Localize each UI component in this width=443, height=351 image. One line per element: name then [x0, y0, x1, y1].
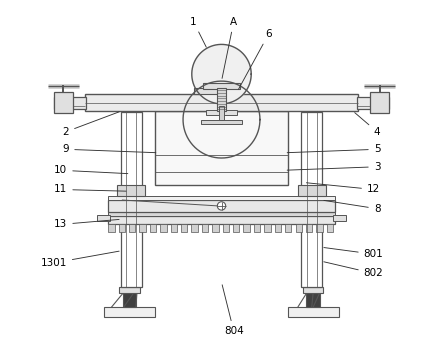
Bar [171, 224, 177, 232]
Bar [191, 224, 198, 232]
Bar [201, 120, 242, 124]
Bar [123, 293, 136, 307]
Bar [233, 224, 239, 232]
Text: 8: 8 [324, 200, 381, 214]
Bar [54, 97, 86, 109]
Text: 2: 2 [62, 112, 119, 137]
Bar [203, 83, 240, 89]
Bar [160, 224, 167, 232]
Bar [295, 224, 302, 232]
Bar [97, 215, 109, 221]
Bar [119, 224, 125, 232]
Bar [244, 224, 250, 232]
Bar [105, 307, 155, 317]
Bar [334, 215, 346, 221]
Bar [357, 97, 389, 109]
Text: 9: 9 [62, 144, 156, 154]
Bar [285, 224, 291, 232]
Bar [117, 185, 144, 196]
Bar [288, 307, 338, 317]
Text: 11: 11 [54, 185, 126, 194]
Bar [301, 112, 322, 287]
Text: 13: 13 [54, 219, 119, 230]
Bar [54, 92, 73, 113]
Bar [316, 224, 323, 232]
Text: 1301: 1301 [40, 251, 119, 268]
Bar [155, 111, 288, 185]
Text: 4: 4 [355, 113, 381, 137]
Text: 10: 10 [54, 165, 128, 175]
Bar [217, 88, 226, 111]
Bar [254, 224, 260, 232]
Bar [202, 224, 208, 232]
Circle shape [218, 202, 225, 210]
Text: A: A [222, 16, 237, 78]
Bar [212, 224, 218, 232]
Bar [307, 293, 320, 307]
Bar [108, 216, 335, 224]
Text: 5: 5 [287, 144, 381, 154]
Text: 12: 12 [307, 183, 380, 194]
Bar [150, 224, 156, 232]
Bar [206, 110, 237, 115]
Text: 6: 6 [239, 29, 272, 89]
Text: 802: 802 [324, 262, 384, 278]
Bar [275, 224, 281, 232]
Bar [108, 200, 335, 212]
Bar [120, 287, 140, 293]
Bar [108, 224, 115, 232]
Bar [194, 88, 218, 94]
Bar [264, 224, 271, 232]
Bar [85, 94, 358, 111]
Bar [121, 112, 142, 287]
Bar [223, 224, 229, 232]
Text: 3: 3 [287, 162, 381, 172]
Bar [140, 224, 146, 232]
Bar [327, 224, 333, 232]
Text: 1: 1 [190, 16, 206, 47]
Bar [108, 196, 335, 200]
Polygon shape [192, 44, 251, 104]
Bar [303, 287, 323, 293]
Bar [306, 224, 312, 232]
Text: 804: 804 [222, 285, 244, 336]
Bar [108, 212, 335, 216]
Bar [299, 185, 326, 196]
Bar [219, 106, 224, 120]
Bar [129, 224, 135, 232]
Text: 801: 801 [324, 247, 384, 259]
Bar [370, 92, 389, 113]
Bar [181, 224, 187, 232]
